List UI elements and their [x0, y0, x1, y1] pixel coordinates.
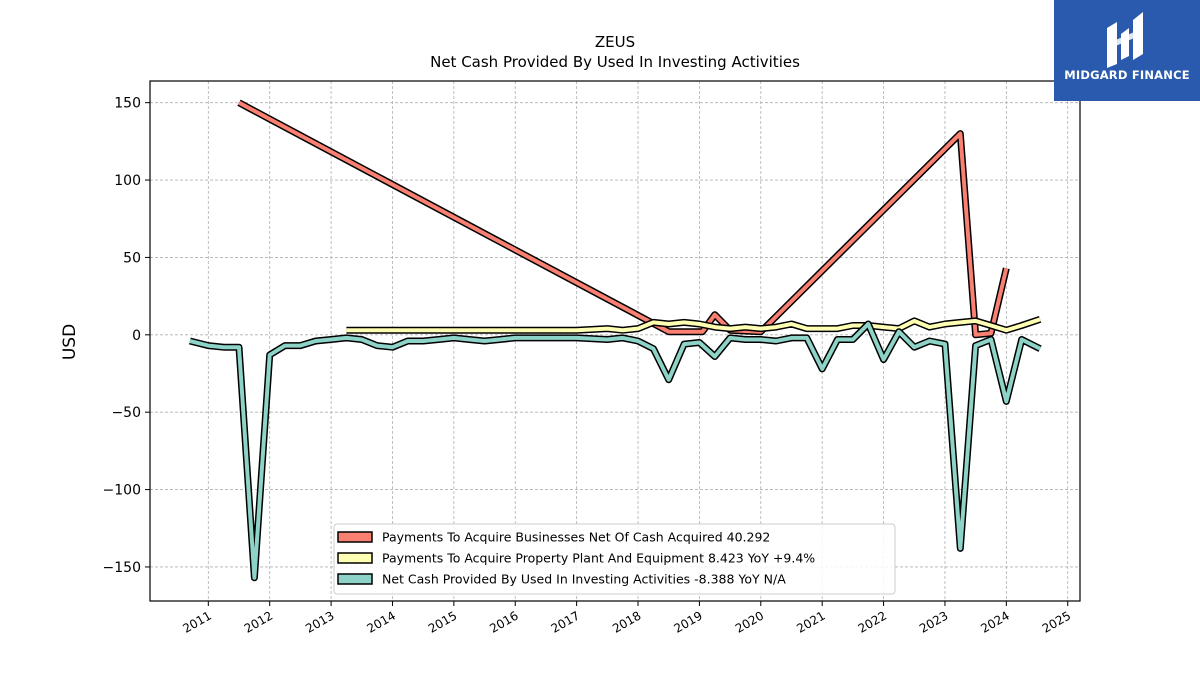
y-tick-label: 50 [123, 250, 141, 266]
series-line-0 [238, 100, 1009, 337]
x-tick-label: 2022 [856, 608, 889, 635]
y-tick-label: −50 [111, 405, 141, 421]
x-tick-label: 2024 [978, 608, 1011, 635]
y-axis-label: USD [60, 324, 80, 360]
y-tick-label: 100 [114, 173, 141, 189]
legend-label-0: Payments To Acquire Businesses Net Of Ca… [382, 530, 770, 545]
x-tick-label: 2014 [365, 608, 398, 635]
legend-swatch-2 [337, 573, 373, 585]
x-tick-label: 2017 [549, 608, 582, 635]
plot-frame [149, 80, 1081, 602]
y-tick-label: 0 [132, 328, 141, 344]
x-tick-label: 2023 [917, 608, 950, 635]
x-tick-label: 2025 [1040, 608, 1073, 635]
series-line-outline-0 [237, 99, 1010, 339]
legend-swatch-0 [337, 531, 373, 543]
legend-swatch-1 [337, 552, 373, 564]
series-lines [189, 99, 1042, 582]
y-tick-label: −100 [103, 483, 141, 499]
legend-label-2: Net Cash Provided By Used In Investing A… [382, 572, 786, 587]
x-tick-label: 2019 [671, 608, 704, 635]
legend-box [333, 523, 896, 595]
series-line-1 [346, 317, 1041, 333]
y-tick-label: 150 [114, 96, 141, 112]
x-tick-label: 2013 [303, 608, 336, 635]
x-tick-label: 2016 [487, 608, 520, 635]
midgard-logo-icon [1107, 12, 1143, 68]
x-tick-label: 2015 [426, 608, 459, 635]
x-tick-label: 2018 [610, 608, 643, 635]
legend-label-1: Payments To Acquire Property Plant And E… [382, 551, 815, 566]
series-line-2 [189, 322, 1041, 580]
brand-logo-text: MIDGARD FINANCE [1064, 68, 1190, 82]
chart-title: ZEUS [595, 33, 635, 51]
x-tick-label: 2021 [794, 608, 827, 635]
x-tick-label: 2020 [733, 608, 766, 635]
y-tick-label: −150 [103, 560, 141, 576]
x-tick-label: 2011 [180, 608, 213, 635]
legend: Payments To Acquire Businesses Net Of Ca… [333, 523, 896, 595]
brand-logo: MIDGARD FINANCE [1054, 0, 1200, 101]
x-tick-label: 2012 [242, 608, 275, 635]
chart-subtitle: Net Cash Provided By Used In Investing A… [430, 53, 800, 71]
